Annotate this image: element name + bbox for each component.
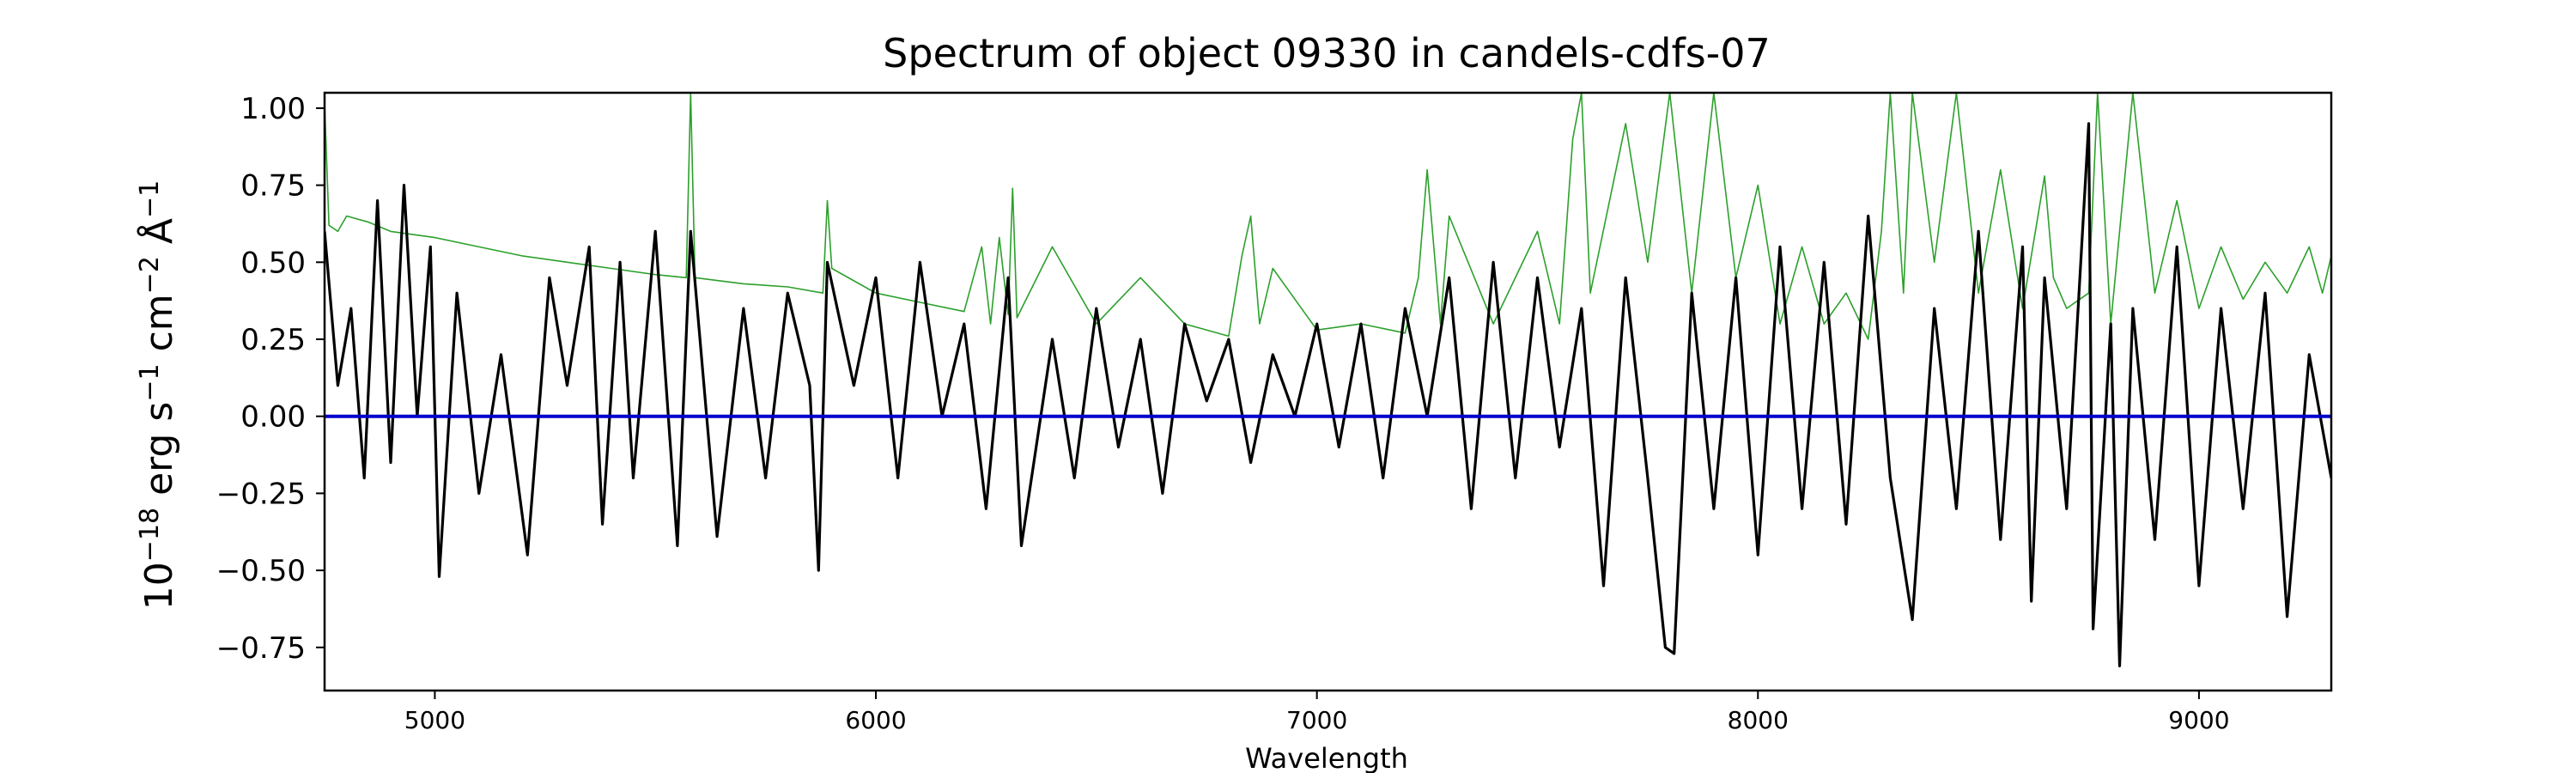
y-axis-label: 10−18 erg s−1 cm−2 Å−1: [135, 180, 181, 610]
y-tick-label: −0.25: [216, 477, 306, 511]
y-tick-label: 0.75: [240, 169, 306, 204]
error-series-line: [325, 93, 2331, 340]
chart-title: Spectrum of object 09330 in candels-cdfs…: [883, 30, 1771, 76]
x-tick-label: 6000: [845, 706, 906, 734]
y-tick-label: 1.00: [240, 92, 306, 126]
x-tick-label: 8000: [1728, 706, 1789, 734]
y-axis-label-text: 10−18 erg s−1 cm−2 Å−1: [135, 180, 181, 610]
x-tick-label: 7000: [1286, 706, 1347, 734]
y-tick-label: 0.00: [240, 400, 306, 435]
x-tick-label: 9000: [2168, 706, 2229, 734]
axes-frame: [323, 91, 2333, 692]
y-tick-label: −0.50: [216, 554, 306, 588]
plot-area: [325, 93, 2331, 667]
axis-ticks: 5000 6000 7000 8000 9000 −0.75 −0.50 −0.25 0.00 0…: [216, 92, 2230, 734]
y-tick-label: −0.75: [216, 631, 306, 666]
y-tick-label: 0.50: [240, 246, 306, 280]
x-tick-label: 5000: [404, 706, 465, 734]
y-tick-label: 0.25: [240, 323, 306, 357]
flux-series-line: [325, 122, 2331, 667]
x-axis-label: Wavelength: [1245, 742, 1408, 773]
